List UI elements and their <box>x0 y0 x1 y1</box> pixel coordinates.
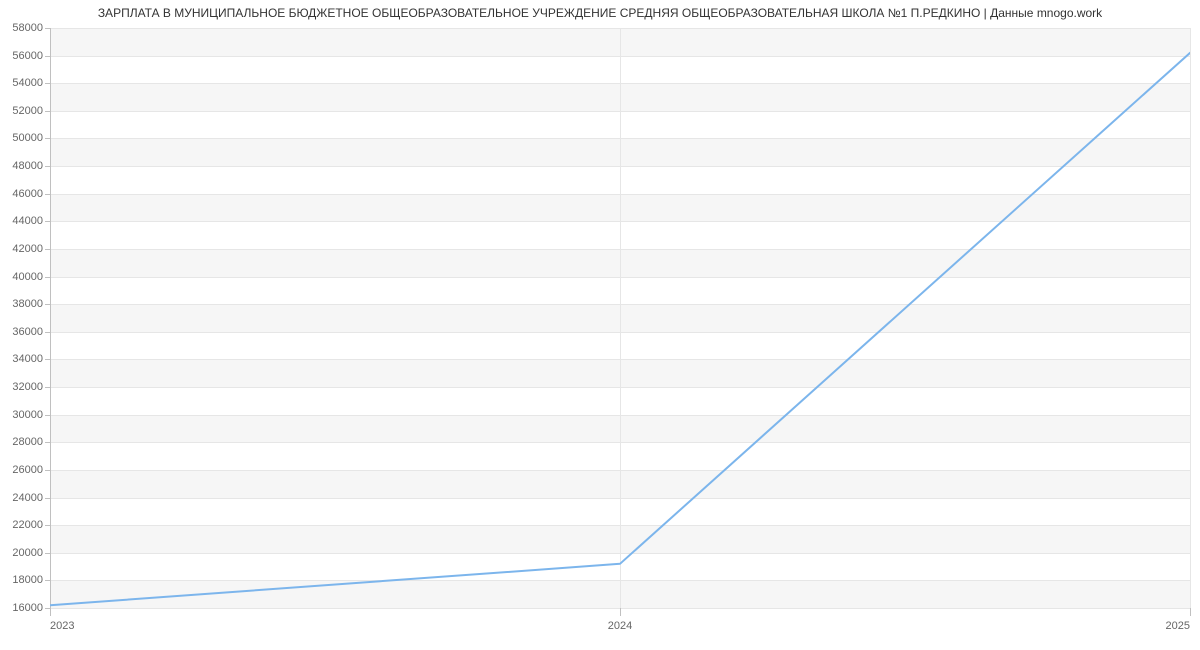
y-axis-label: 48000 <box>5 160 43 172</box>
y-axis-label: 50000 <box>5 132 43 144</box>
x-axis-label: 2023 <box>50 620 74 632</box>
y-axis-label: 52000 <box>5 105 43 117</box>
y-axis-label: 38000 <box>5 298 43 310</box>
y-axis-label: 36000 <box>5 326 43 338</box>
y-axis-label: 44000 <box>5 215 43 227</box>
x-tick <box>1190 608 1191 616</box>
x-gridline <box>1190 28 1191 608</box>
y-axis-label: 34000 <box>5 353 43 365</box>
y-axis-label: 26000 <box>5 464 43 476</box>
y-axis-label: 46000 <box>5 188 43 200</box>
chart-title: ЗАРПЛАТА В МУНИЦИПАЛЬНОЕ БЮДЖЕТНОЕ ОБЩЕО… <box>0 6 1200 20</box>
y-axis-label: 42000 <box>5 243 43 255</box>
y-axis-label: 30000 <box>5 409 43 421</box>
x-axis-label: 2025 <box>1166 620 1190 632</box>
y-axis-label: 58000 <box>5 22 43 34</box>
x-tick <box>50 608 51 616</box>
series-line <box>50 28 1190 608</box>
y-axis-label: 40000 <box>5 271 43 283</box>
plot-area: 1600018000200002200024000260002800030000… <box>50 28 1190 608</box>
y-axis-label: 22000 <box>5 519 43 531</box>
y-axis-label: 20000 <box>5 547 43 559</box>
y-axis-label: 32000 <box>5 381 43 393</box>
y-axis-label: 18000 <box>5 574 43 586</box>
y-axis-label: 56000 <box>5 50 43 62</box>
y-axis-label: 24000 <box>5 492 43 504</box>
y-axis-label: 54000 <box>5 77 43 89</box>
x-axis-label: 2024 <box>608 620 632 632</box>
y-axis-label: 28000 <box>5 436 43 448</box>
x-tick <box>620 608 621 616</box>
y-axis-label: 16000 <box>5 602 43 614</box>
